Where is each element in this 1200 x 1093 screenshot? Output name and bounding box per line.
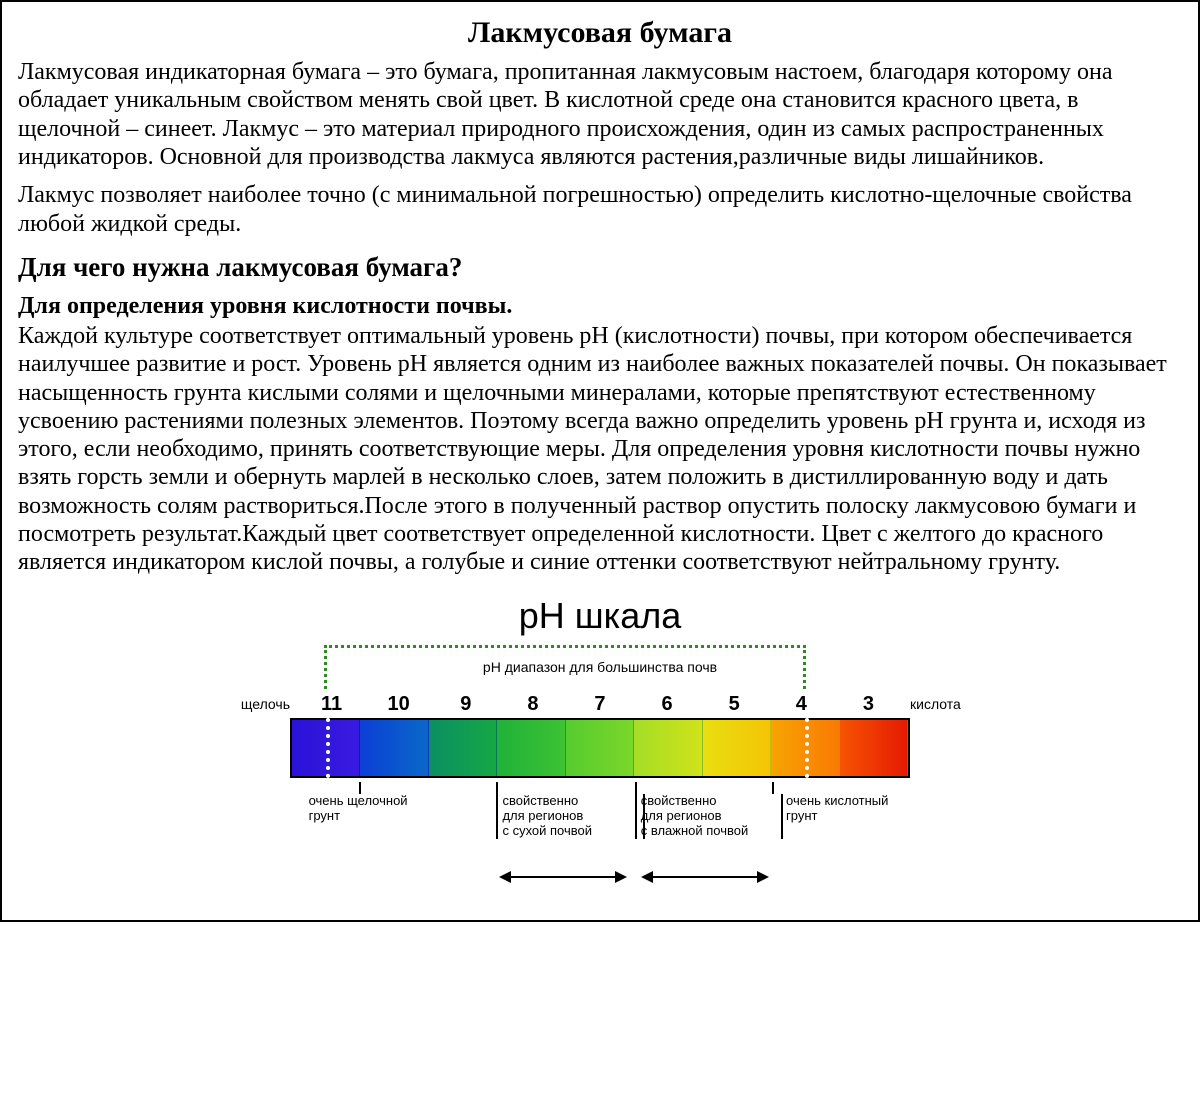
chart-title: pH шкала — [220, 595, 980, 637]
below-tick — [635, 782, 637, 794]
intro-paragraph-2: Лакмус позволяет наиболее точно (с миним… — [18, 181, 1182, 238]
section-heading: Для чего нужна лакмусовая бумага? — [18, 252, 1182, 283]
dash-overlay — [326, 718, 330, 778]
spacer-left-2 — [220, 782, 290, 890]
tick-row: 11109876543 — [298, 693, 902, 716]
tick-label: 8 — [499, 693, 566, 716]
right-axis-label: кислота — [902, 696, 980, 716]
below-label: очень кислотный грунт — [786, 794, 935, 824]
tick-label: 9 — [432, 693, 499, 716]
spacer-right — [910, 718, 980, 778]
color-segment — [497, 720, 565, 776]
below-area: очень щелочной грунт свойственно для реги… — [290, 782, 910, 890]
spacer-left — [220, 718, 290, 778]
below-tick — [772, 782, 774, 794]
below-tick — [496, 782, 498, 794]
color-segment — [634, 720, 702, 776]
color-segment — [703, 720, 771, 776]
subsection-heading: Для определения уровня кислотности почвы… — [18, 293, 1182, 320]
dash-overlay — [805, 718, 809, 778]
below-tick — [359, 782, 361, 794]
tick-label: 4 — [768, 693, 835, 716]
intro-paragraph-1: Лакмусовая индикаторная бумага – это бум… — [18, 58, 1182, 171]
body-paragraph: Каждой культуре соответствует оптимальны… — [18, 322, 1182, 577]
tick-label: 6 — [634, 693, 701, 716]
page-title: Лакмусовая бумага — [18, 16, 1182, 50]
below-label: свойственно для регионов с влажной почво… — [635, 794, 783, 839]
below-labels: очень щелочной грунт свойственно для реги… — [290, 794, 910, 866]
tick-label: 10 — [365, 693, 432, 716]
left-axis-label: щелочь — [220, 696, 298, 716]
axis-row: щелочь 11109876543 кислота — [220, 693, 980, 716]
range-arrow — [501, 876, 625, 878]
color-segment — [360, 720, 428, 776]
tick-label: 11 — [298, 693, 365, 716]
below-label: свойственно для регионов с сухой почвой — [496, 794, 644, 839]
below-row: очень щелочной грунт свойственно для реги… — [220, 782, 980, 890]
color-segment — [429, 720, 497, 776]
color-segment — [566, 720, 634, 776]
ph-scale-chart: pH шкала pH диапазон для большинства поч… — [220, 595, 980, 890]
range-arrow — [643, 876, 767, 878]
tick-label: 3 — [835, 693, 902, 716]
below-label: очень щелочной грунт — [309, 794, 470, 824]
color-bar — [290, 718, 910, 778]
tick-label: 5 — [701, 693, 768, 716]
document-page: Лакмусовая бумага Лакмусовая индикаторна… — [0, 0, 1200, 922]
ph-range-label: pH диапазон для большинства почв — [290, 659, 910, 675]
bar-row — [220, 718, 980, 778]
tick-label: 7 — [566, 693, 633, 716]
arrow-row — [290, 870, 910, 890]
ph-range-box: pH диапазон для большинства почв — [290, 645, 910, 691]
color-segment — [840, 720, 908, 776]
